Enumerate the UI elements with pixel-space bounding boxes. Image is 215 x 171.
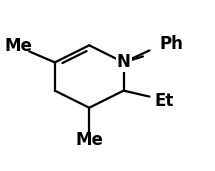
Text: Me: Me [4, 37, 32, 55]
Text: N: N [117, 53, 131, 71]
Text: Me: Me [75, 131, 103, 149]
Text: Et: Et [155, 92, 174, 110]
Text: Ph: Ph [159, 35, 183, 53]
